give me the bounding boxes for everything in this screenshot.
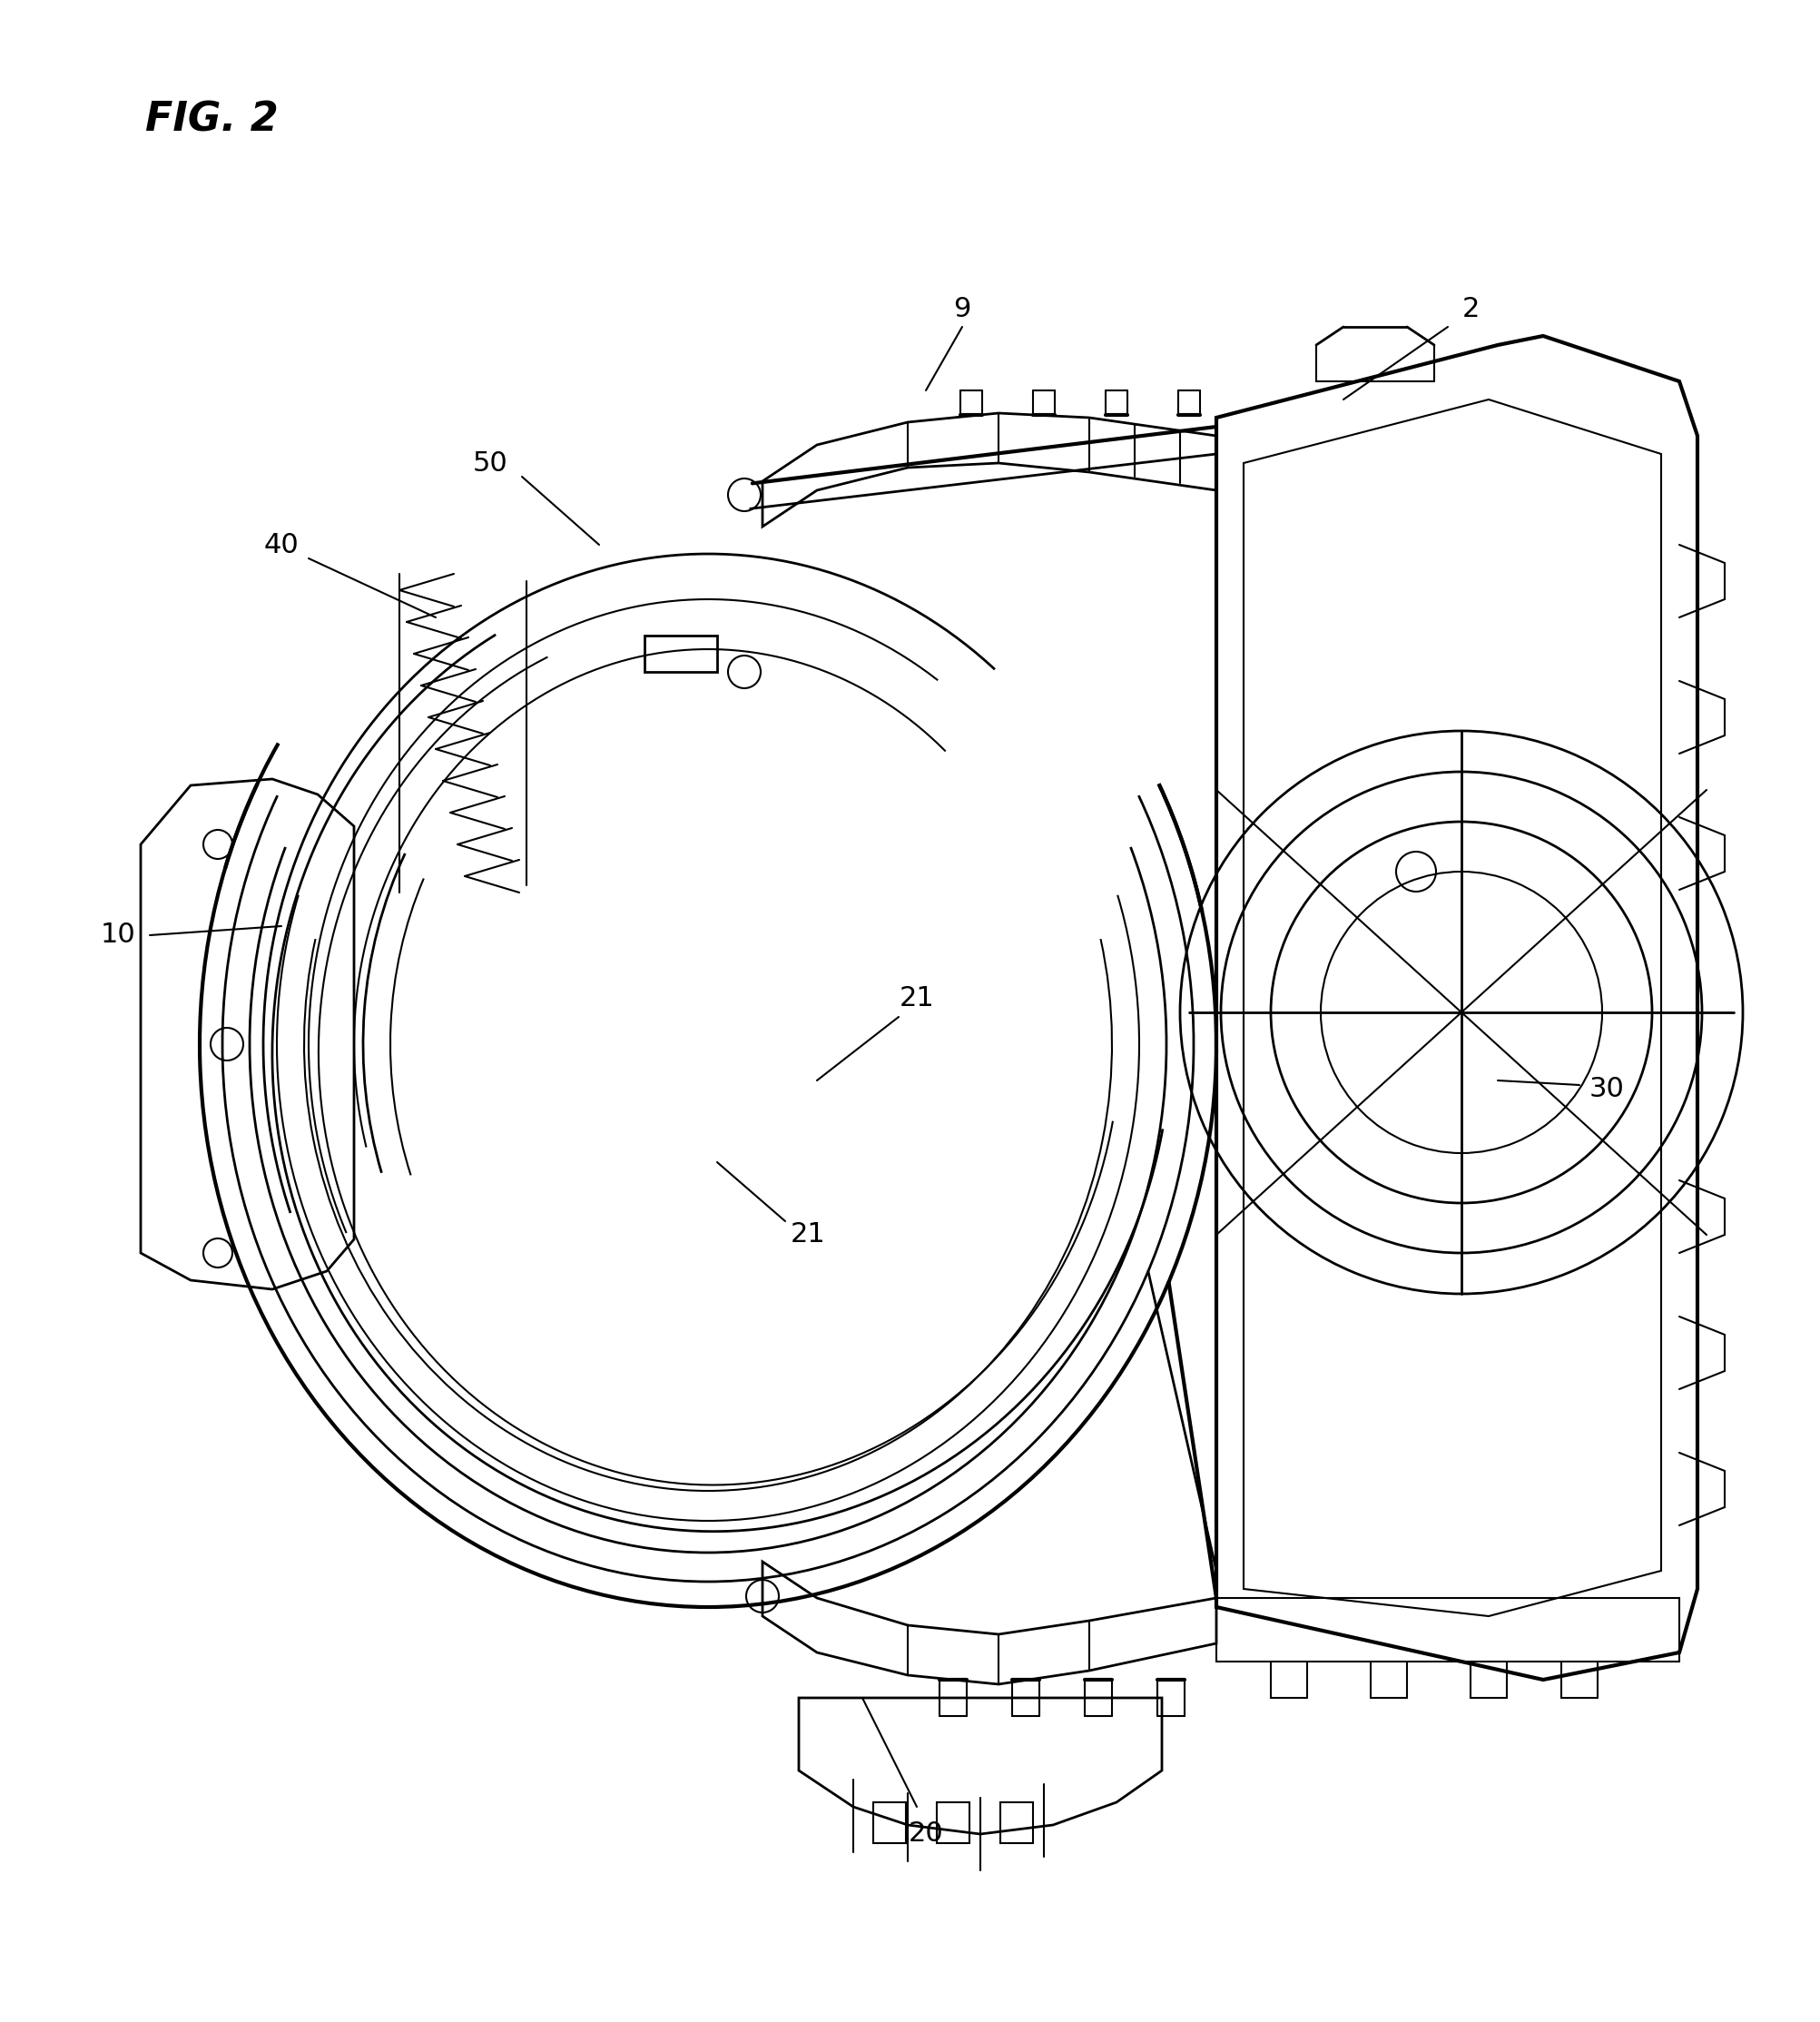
Bar xyxy=(935,1802,968,1844)
Text: 10: 10 xyxy=(100,922,135,948)
Bar xyxy=(644,635,717,671)
Text: 40: 40 xyxy=(264,532,298,558)
Text: FIG. 2: FIG. 2 xyxy=(146,99,278,140)
Text: 2: 2 xyxy=(1461,295,1478,321)
Bar xyxy=(999,1802,1032,1844)
Text: 50: 50 xyxy=(473,449,508,477)
Text: 21: 21 xyxy=(899,985,934,1011)
Text: 20: 20 xyxy=(908,1822,943,1848)
Text: 9: 9 xyxy=(954,295,970,321)
Text: 21: 21 xyxy=(790,1221,824,1248)
Text: 30: 30 xyxy=(1589,1076,1623,1102)
Bar xyxy=(874,1802,906,1844)
